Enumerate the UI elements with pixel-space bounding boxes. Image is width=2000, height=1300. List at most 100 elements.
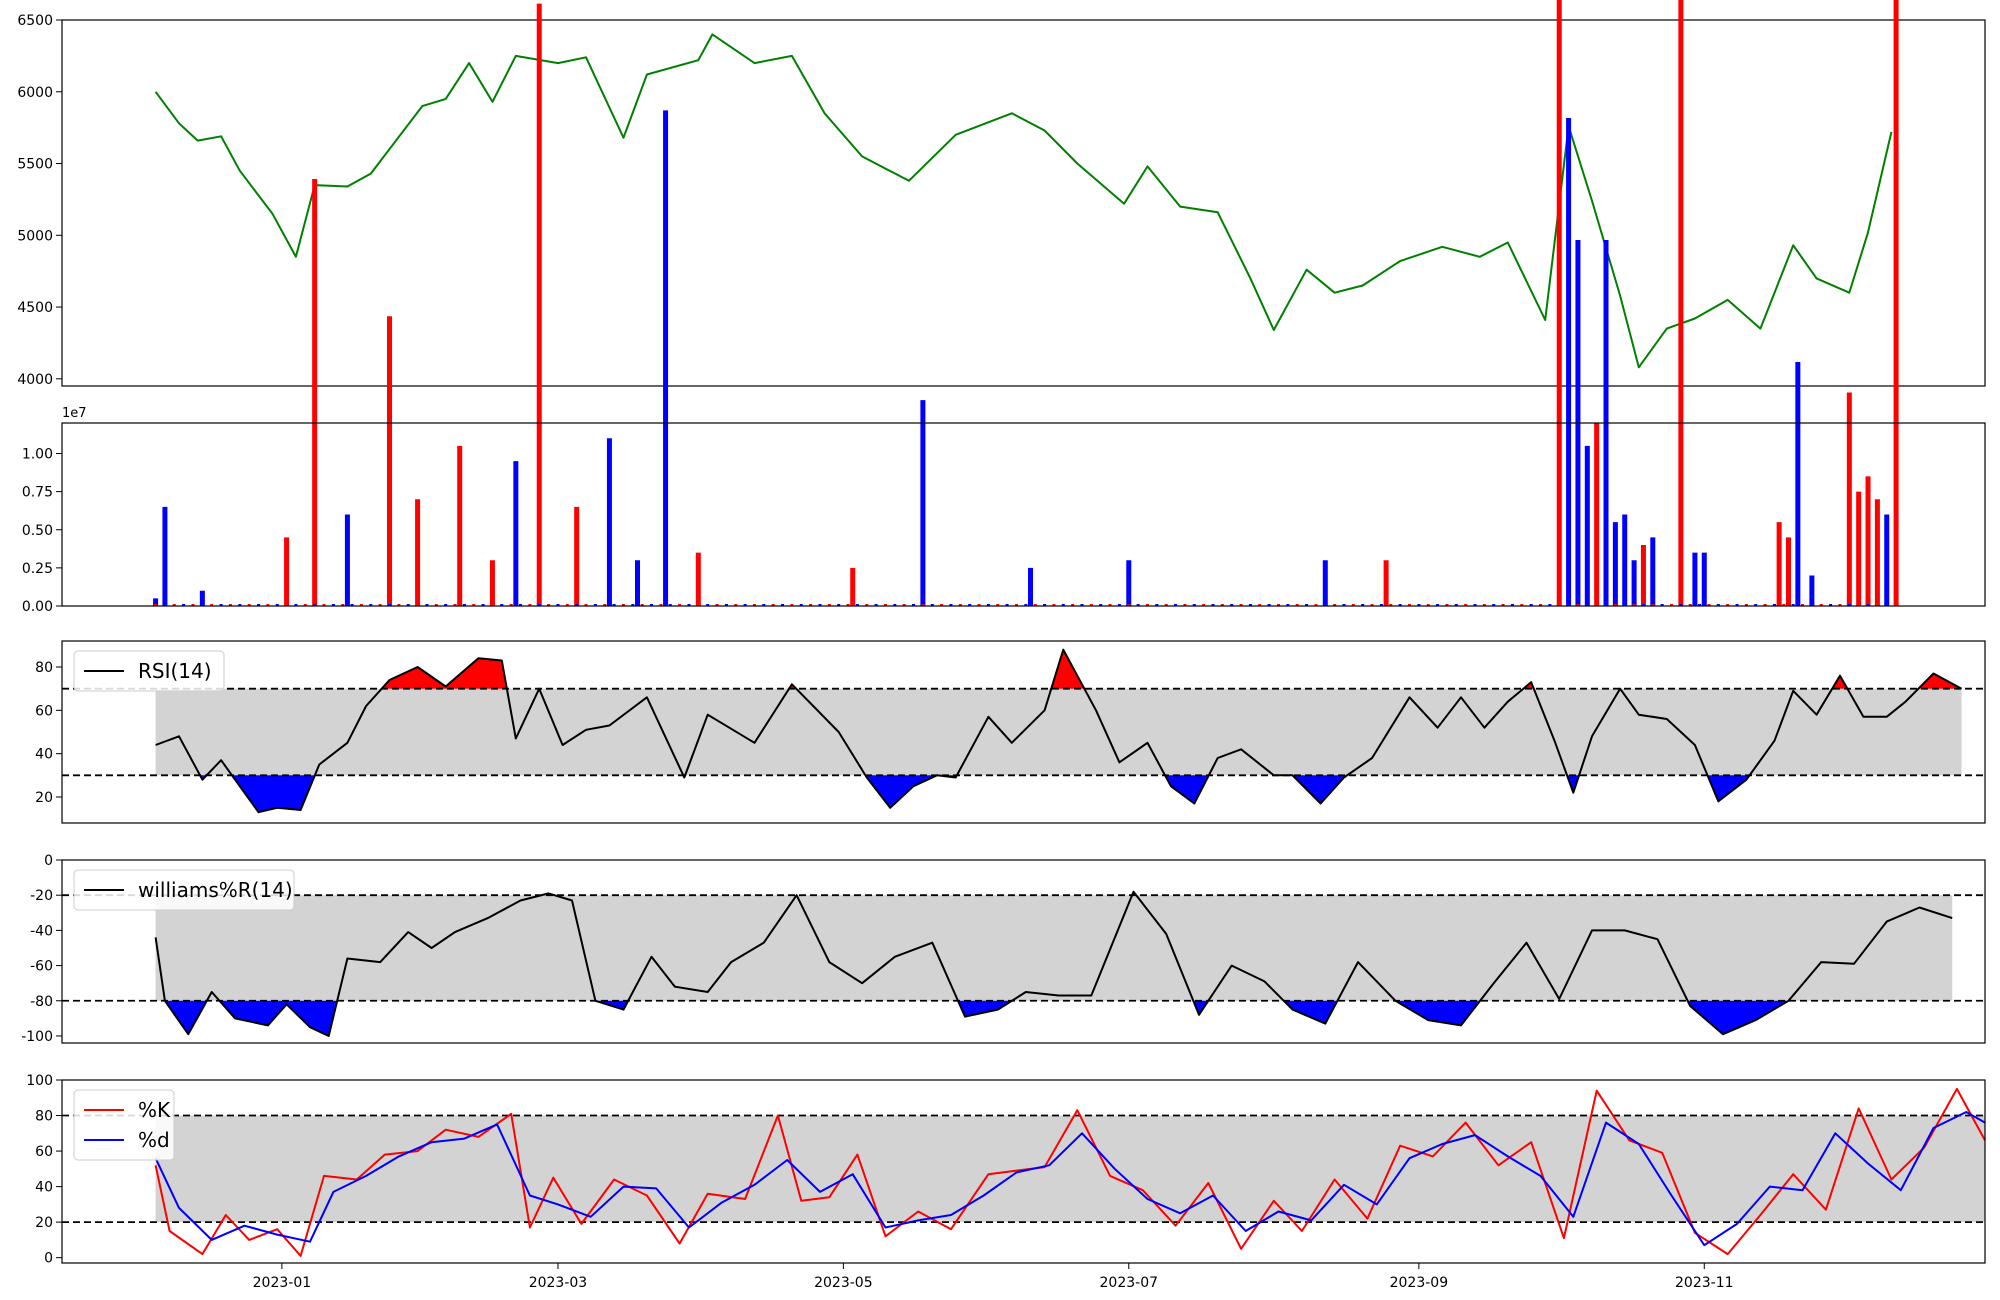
volume-bar xyxy=(191,604,195,606)
volume-bar xyxy=(1126,560,1132,606)
legend-label: williams%R(14) xyxy=(138,878,293,902)
volume-bar xyxy=(513,461,519,606)
volume-bar xyxy=(1631,560,1637,606)
volume-bar xyxy=(584,604,588,606)
legend-box xyxy=(73,1089,175,1161)
volume-bar xyxy=(1874,499,1880,606)
volume-bar xyxy=(883,604,887,606)
volume-bar xyxy=(1894,604,1898,606)
volume-bar xyxy=(1857,604,1861,606)
y-tick-label: -100 xyxy=(21,1029,53,1045)
volume-bar xyxy=(1576,604,1580,606)
volume-bar xyxy=(1698,604,1702,606)
volume-bar xyxy=(1726,604,1730,606)
volume-bar xyxy=(996,604,1000,606)
y-tick-label: 1.00 xyxy=(22,447,53,463)
volume-bar xyxy=(663,110,669,606)
volume-bar xyxy=(1230,604,1234,606)
volume-bar xyxy=(556,604,560,606)
volume-bar xyxy=(621,604,625,606)
y-tick-label: 40 xyxy=(35,1180,53,1196)
volume-bar xyxy=(238,604,242,606)
volume-bar xyxy=(1893,0,1899,606)
volume-bar xyxy=(1417,604,1421,606)
volume-bar xyxy=(1445,604,1449,606)
volume-bar xyxy=(425,604,429,606)
volume-bar xyxy=(331,604,335,606)
volume-bar xyxy=(1566,118,1572,606)
volume-bar xyxy=(1117,604,1121,606)
x-tick-label: 2023-09 xyxy=(1390,1275,1449,1291)
y-tick-label: 80 xyxy=(35,660,53,676)
volume-bar xyxy=(1650,537,1656,606)
legend-label: RSI(14) xyxy=(138,659,212,683)
volume-bar xyxy=(781,604,785,606)
volume-bar xyxy=(612,604,616,606)
volume-bar xyxy=(1641,604,1645,606)
legend-label: %d xyxy=(138,1128,170,1152)
y-tick-label: -80 xyxy=(30,994,53,1010)
volume-bar xyxy=(1211,604,1215,606)
volume-bar xyxy=(1595,604,1599,606)
volume-bar xyxy=(659,604,663,606)
volume-bar xyxy=(1383,560,1389,606)
volume-bar xyxy=(1239,604,1243,606)
volume-bar xyxy=(1033,604,1037,606)
volume-bar xyxy=(920,400,926,606)
y-tick-label: -20 xyxy=(30,888,53,904)
y-tick-label: 40 xyxy=(35,747,53,763)
plot-frame xyxy=(61,422,1986,607)
volume-bar xyxy=(444,604,448,606)
volume-bar xyxy=(1856,491,1862,606)
legend: RSI(14) xyxy=(73,650,225,692)
volume-bar xyxy=(519,604,523,606)
volume-bar xyxy=(406,604,410,606)
volume-bar xyxy=(790,604,794,606)
volume-bar xyxy=(724,604,728,606)
volume-bar xyxy=(855,604,859,606)
volume-bar xyxy=(247,604,251,606)
volume-bar xyxy=(1501,604,1505,606)
oversold-fill xyxy=(155,775,1962,813)
volume-bar xyxy=(462,604,466,606)
volume-bar xyxy=(1202,604,1206,606)
y-tick-label: 5500 xyxy=(17,157,53,173)
volume-bar xyxy=(1791,604,1795,606)
price-panel: 4000 4500 5000 5500 6000 6500 xyxy=(17,13,1986,388)
volume-bar xyxy=(837,604,841,606)
volume-bar xyxy=(344,514,350,606)
volume-bar xyxy=(1701,552,1707,606)
volume-bar xyxy=(1679,604,1683,606)
volume-bar xyxy=(1248,604,1252,606)
volume-bar xyxy=(1052,604,1056,606)
volume-bar xyxy=(1819,604,1823,606)
volume-bar xyxy=(1640,545,1646,606)
y-tick-label: 0.75 xyxy=(22,485,53,501)
volume-bar xyxy=(593,604,597,606)
volume-bar xyxy=(1136,604,1140,606)
plot-frame xyxy=(61,859,1986,1044)
volume-bar xyxy=(387,316,393,606)
volume-bar xyxy=(1613,604,1617,606)
volume-bar xyxy=(1322,560,1328,606)
y-tick-label: 20 xyxy=(35,1215,53,1231)
volume-bar xyxy=(1510,604,1514,606)
neutral-band xyxy=(155,688,1962,776)
y-tick-label: 0.50 xyxy=(22,523,53,539)
offset-text: 1e7 xyxy=(62,406,87,421)
volume-bar xyxy=(453,604,457,606)
volume-bar xyxy=(1660,604,1664,606)
volume-bar xyxy=(1838,604,1842,606)
volume-bar xyxy=(1670,604,1674,606)
volume-bar xyxy=(1865,476,1871,606)
volume-bar xyxy=(1622,514,1628,606)
y-tick-label: 0 xyxy=(44,853,53,869)
volume-bar xyxy=(1024,604,1028,606)
volume-bar xyxy=(1061,604,1065,606)
volume-bar xyxy=(1604,604,1608,606)
volume-bar xyxy=(285,604,289,606)
volume-bar xyxy=(575,604,579,606)
volume-bar xyxy=(1183,604,1187,606)
volume-bar xyxy=(490,604,494,606)
